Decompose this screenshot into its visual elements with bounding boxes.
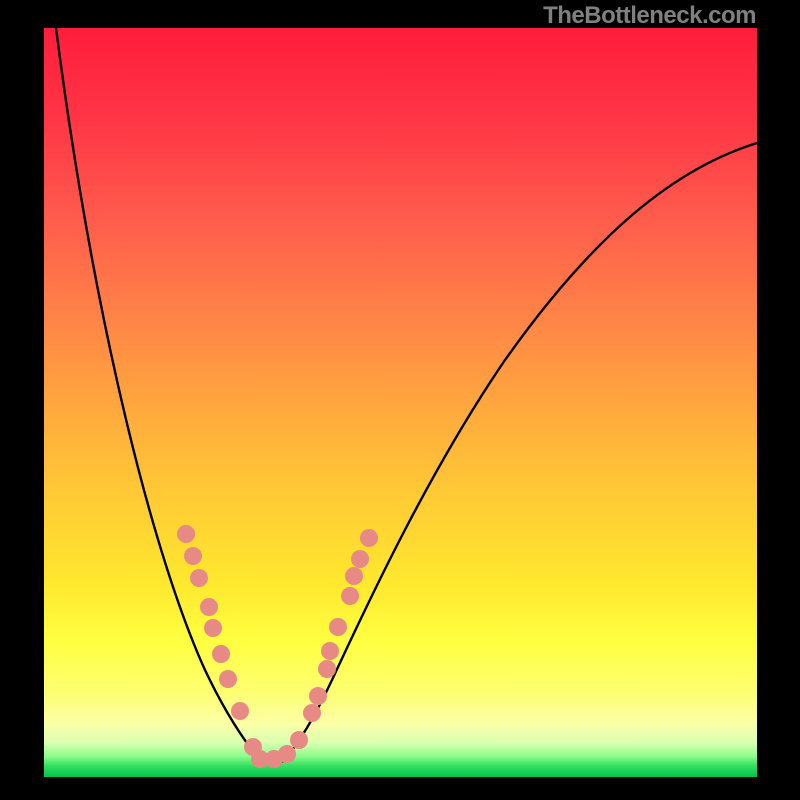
data-dot [190,569,208,587]
data-dot [303,704,321,722]
chart-canvas: TheBottleneck.com [0,0,800,800]
frame-left [0,0,44,800]
data-dot [309,687,327,705]
data-dot [318,660,336,678]
chart-gradient-background [44,28,757,777]
frame-right [757,0,800,800]
data-dot [184,547,202,565]
data-dot [290,731,308,749]
data-dot [219,670,237,688]
data-dot [321,642,339,660]
data-dot [341,587,359,605]
data-dot [329,618,347,636]
data-dot [345,567,363,585]
data-dot [204,619,222,637]
data-dot [212,645,230,663]
data-dot [351,550,369,568]
frame-bottom [0,777,800,800]
data-dot [360,529,378,547]
data-dot [200,598,218,616]
data-dot [231,702,249,720]
data-dot [278,745,296,763]
data-dot [177,525,195,543]
watermark-text: TheBottleneck.com [543,2,756,30]
